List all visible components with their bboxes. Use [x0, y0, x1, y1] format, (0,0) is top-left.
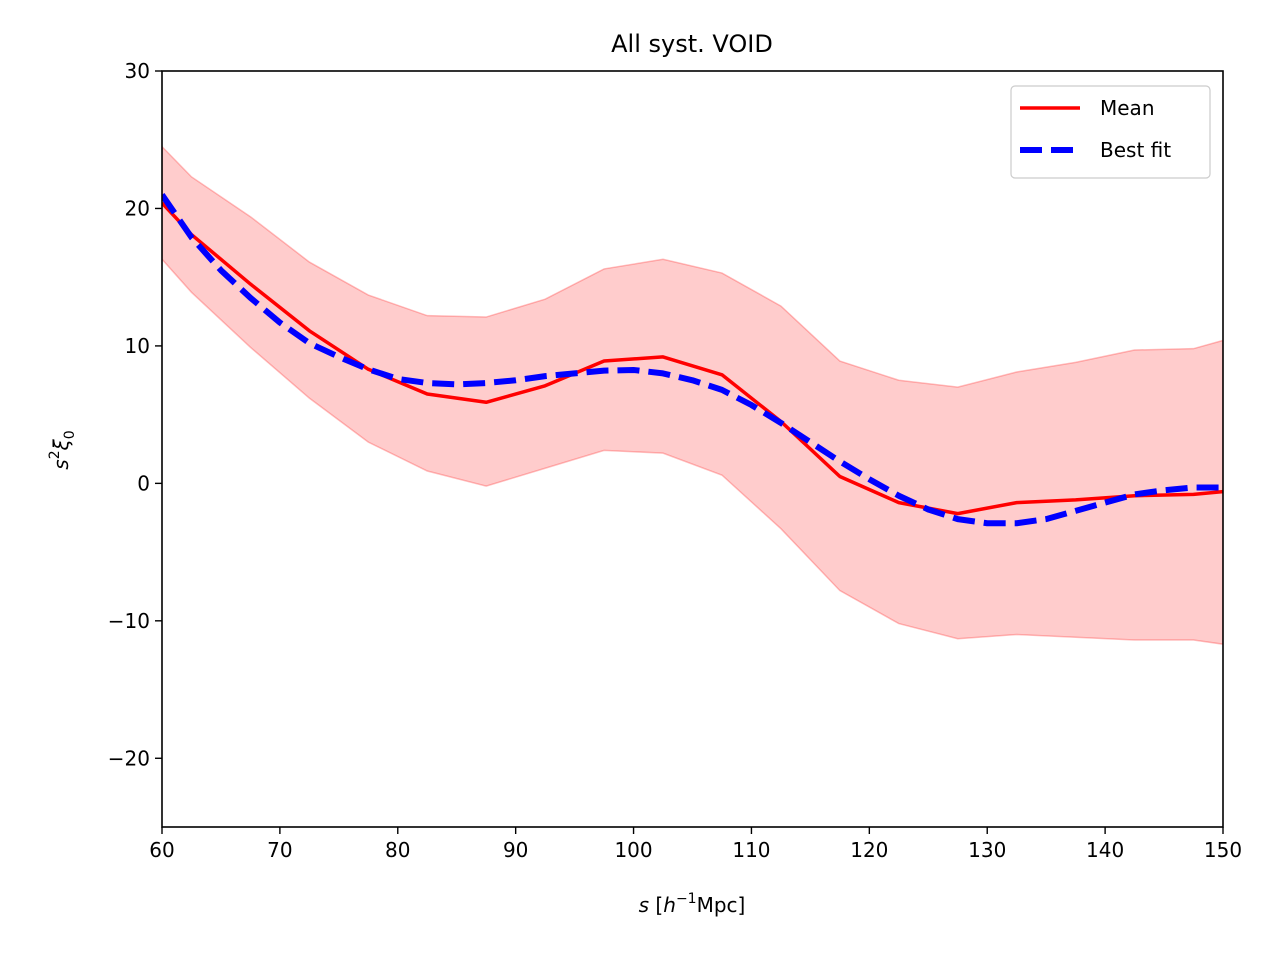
- x-label-var-h: h: [663, 893, 676, 917]
- y-tick-label: 10: [125, 334, 150, 358]
- x-label-units: Mpc]: [697, 893, 746, 917]
- x-tick-label: 80: [385, 838, 410, 862]
- y-label-xi: ξ: [49, 438, 73, 451]
- x-tick-label: 60: [149, 838, 174, 862]
- x-tick-label: 120: [850, 838, 888, 862]
- x-tick-label: 100: [614, 838, 652, 862]
- y-tick-label: 20: [125, 196, 150, 220]
- x-axis-label: s [h−1Mpc]: [639, 891, 746, 917]
- x-label-sup: −1: [676, 891, 697, 907]
- y-label-var-s: s: [49, 459, 73, 469]
- chart-title: All syst. VOID: [611, 30, 773, 58]
- y-axis-label: s2ξ0: [47, 430, 78, 469]
- x-tick-label: 130: [968, 838, 1006, 862]
- y-tick-label: 0: [137, 471, 150, 495]
- x-tick-label: 90: [503, 838, 528, 862]
- y-tick-label: −20: [108, 746, 150, 770]
- y-tick-label: 30: [125, 59, 150, 83]
- legend-label-best-fit: Best fit: [1100, 138, 1171, 162]
- series-line-mean: [162, 201, 1223, 516]
- x-tick-label: 70: [267, 838, 292, 862]
- legend-label-mean: Mean: [1100, 96, 1155, 120]
- plot-area: [162, 145, 1223, 645]
- series-line-best-fit: [162, 193, 1223, 527]
- x-label-bracket: [: [649, 893, 663, 917]
- axes: 60 70 80 90 100 110 120 130 140 150 −20 −10 0 10 20 30: [108, 59, 1242, 862]
- y-label-sup: 2: [47, 450, 63, 459]
- legend: Mean Best fit: [1010, 85, 1211, 179]
- y-tick-label: −10: [108, 609, 150, 633]
- x-label-var-s: s: [639, 893, 649, 917]
- y-label-sub: 0: [62, 430, 78, 439]
- x-tick-label: 150: [1204, 838, 1242, 862]
- x-tick-label: 140: [1086, 838, 1124, 862]
- axes-frame: [161, 70, 1224, 828]
- x-tick-label: 110: [732, 838, 770, 862]
